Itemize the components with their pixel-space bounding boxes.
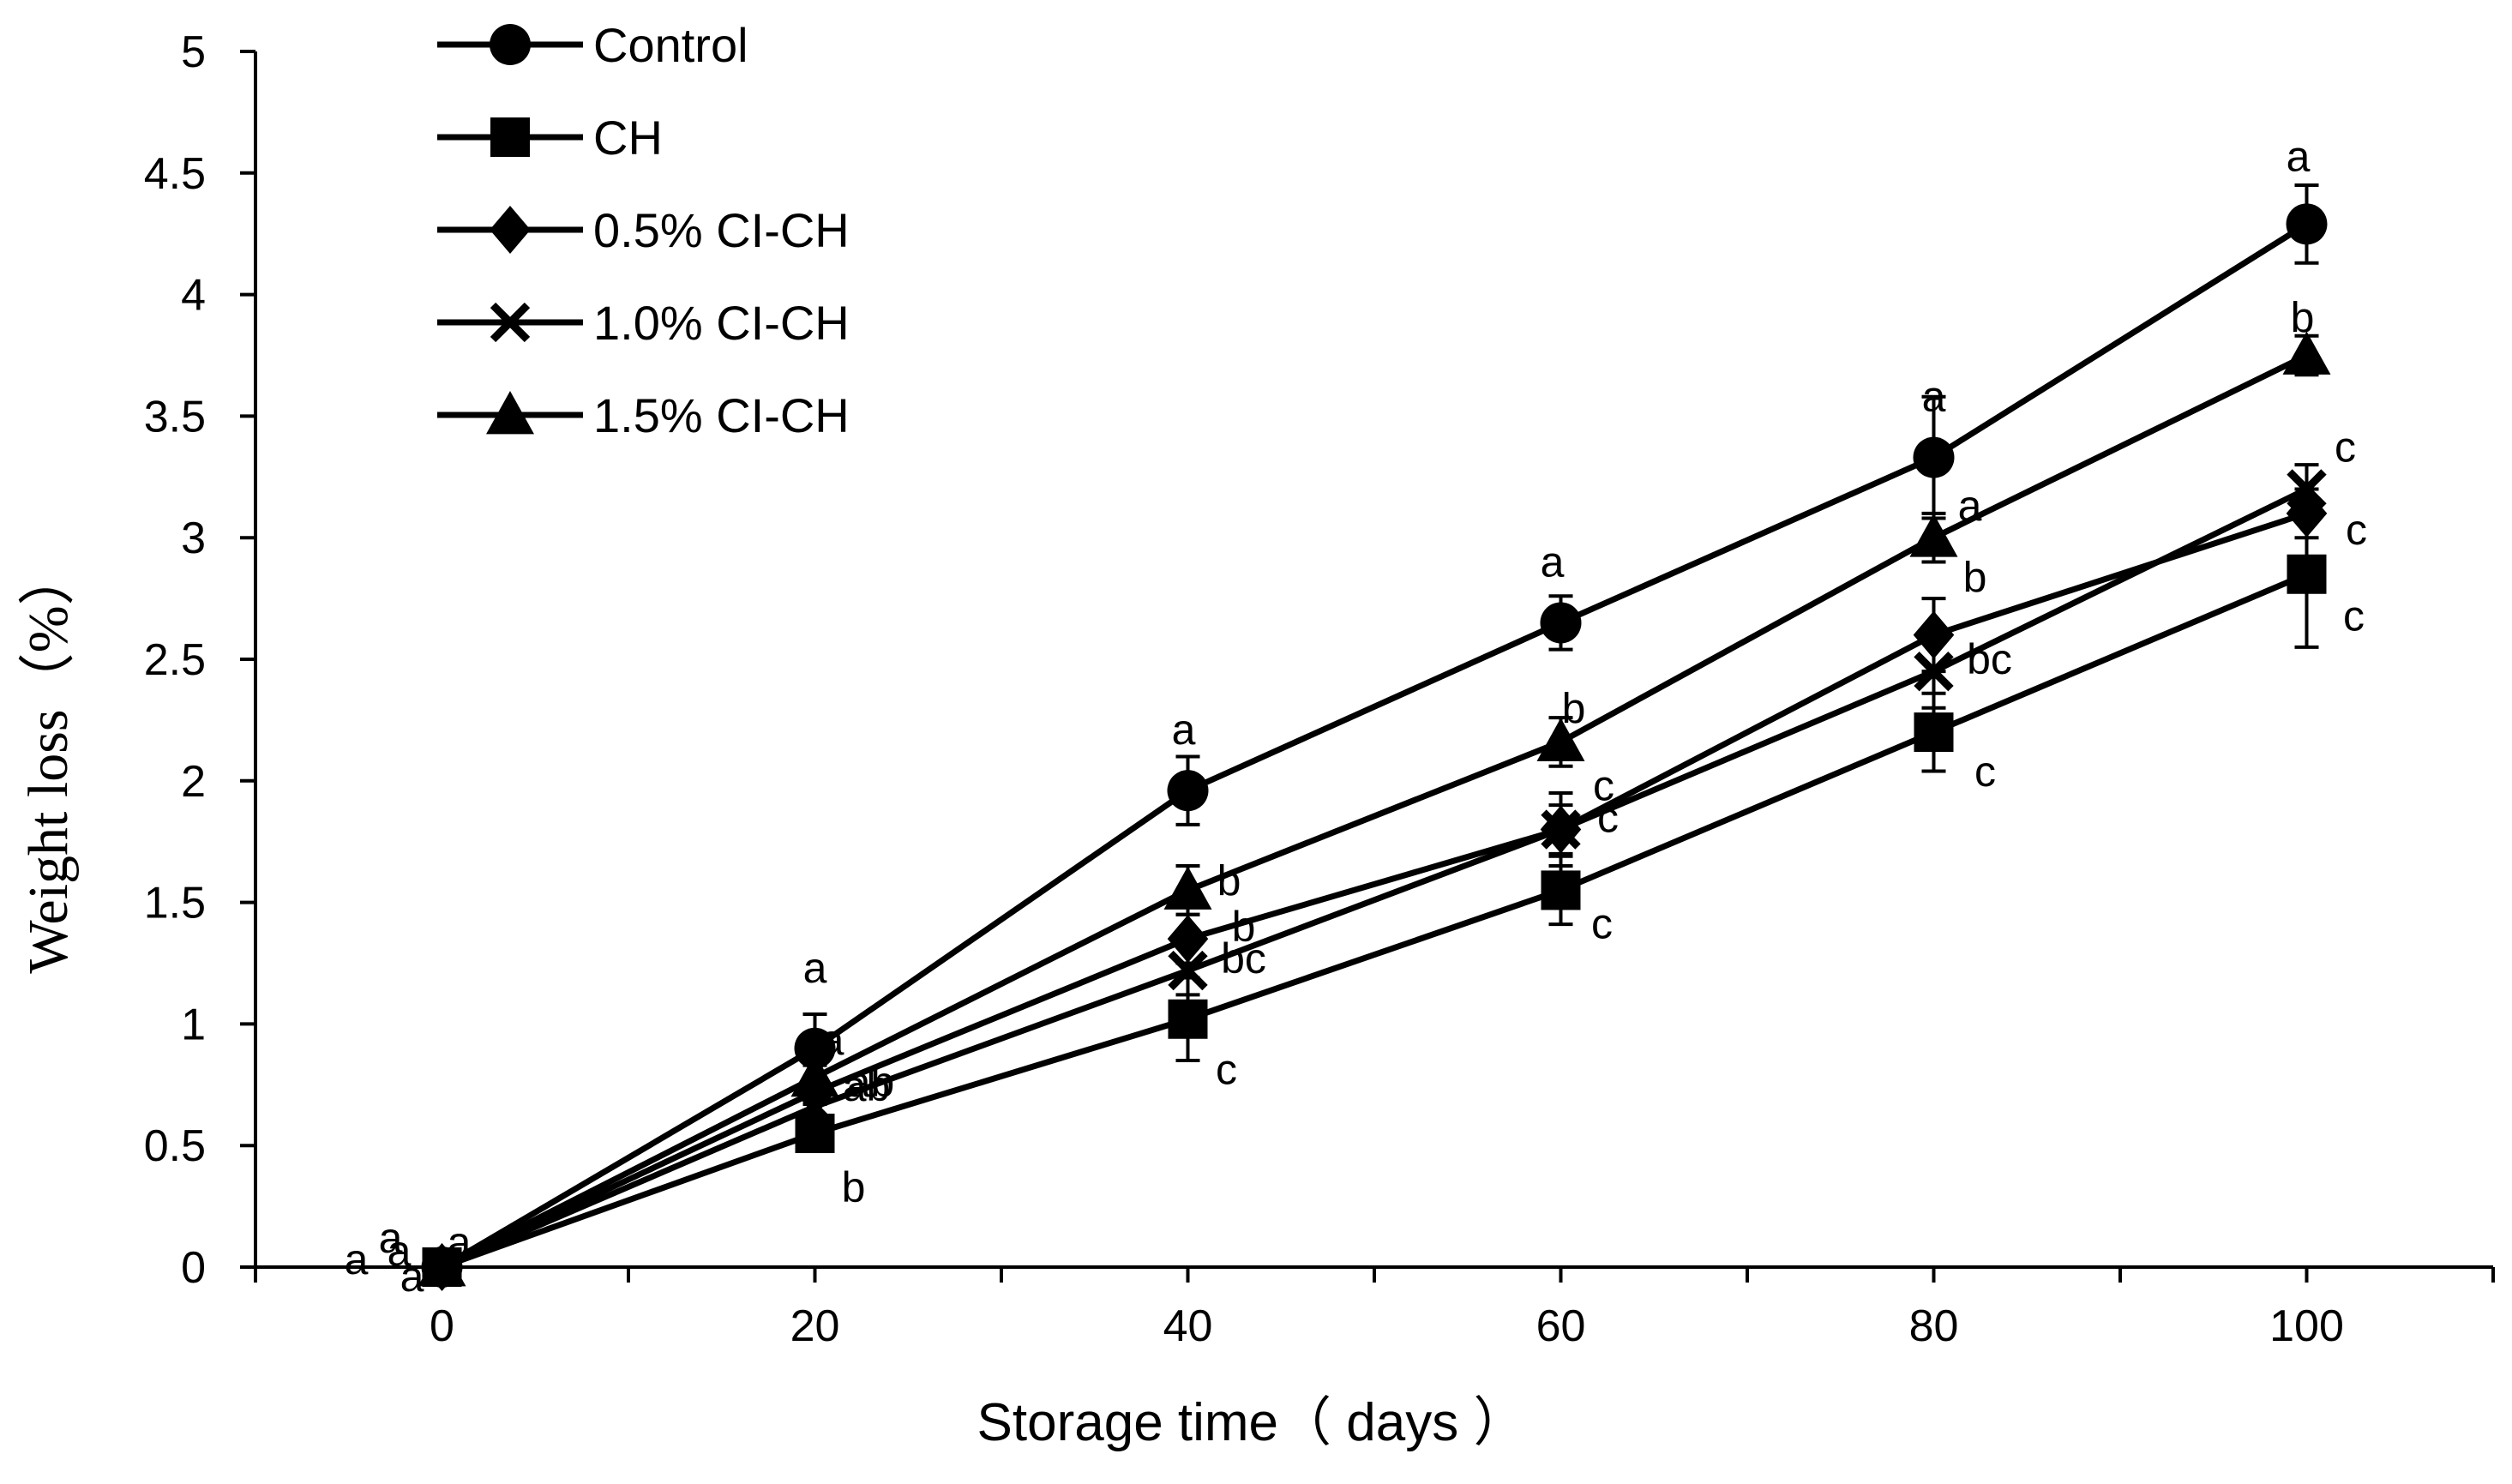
series-line-3 <box>441 486 2309 1271</box>
x-tick-label: 80 <box>1909 1301 1959 1351</box>
legend-marker-square <box>490 117 530 157</box>
data-point-triangle <box>418 1243 466 1287</box>
significance-letter: b <box>1562 684 1586 732</box>
significance-letter: b <box>1217 856 1241 904</box>
data-point-circle <box>794 1027 836 1069</box>
y-tick-label: 4 <box>181 271 206 321</box>
legend-label: CH <box>593 111 663 165</box>
data-point-circle <box>1167 770 1209 812</box>
significance-letter: a <box>388 1227 412 1275</box>
series-line-1 <box>441 571 2308 1271</box>
y-tick-label: 0.5 <box>144 1121 206 1171</box>
legend-marker-x <box>490 302 531 343</box>
data-point-x <box>2287 469 2327 509</box>
data-point-circle <box>2286 203 2328 245</box>
legend-marker-triangle <box>486 391 534 435</box>
data-point-square <box>1914 712 1954 753</box>
significance-letter: ab <box>843 1062 891 1110</box>
significance-letter: c <box>2335 423 2356 471</box>
data-point-square <box>1541 870 1581 910</box>
legend-marker-circle <box>490 24 531 65</box>
significance-letter: b <box>1963 554 1987 602</box>
significance-letter: a <box>1958 482 1982 530</box>
series-line-0 <box>440 221 2309 1271</box>
data-point-diamond <box>1913 610 1955 659</box>
significance-letter: a <box>2287 132 2311 180</box>
x-tick-label: 0 <box>430 1301 454 1351</box>
data-point-triangle <box>2282 331 2331 375</box>
significance-letter: a <box>820 1016 844 1064</box>
significance-letter: a <box>400 1253 424 1301</box>
significance-letter: c <box>1216 1046 1237 1094</box>
data-point-square <box>2287 554 2327 594</box>
data-point-x <box>1914 651 1954 692</box>
significance-letter: a <box>1172 706 1196 754</box>
significance-letter: bc <box>1221 934 1266 982</box>
x-tick-label: 60 <box>1536 1301 1586 1351</box>
data-point-triangle <box>790 1053 839 1097</box>
y-axis-title: Weight loss（%） <box>17 549 80 973</box>
legend-label: 1.5% CI-CH <box>593 388 850 442</box>
y-tick-label: 1.5 <box>144 879 206 928</box>
series-line-2 <box>441 510 2308 1271</box>
data-point-triangle <box>1163 866 1212 910</box>
significance-letter: b <box>2291 294 2315 342</box>
significance-letter: a <box>803 944 827 992</box>
significance-letter: c <box>1974 748 1996 796</box>
data-point-triangle <box>1909 514 1958 557</box>
significance-letter: b <box>842 1163 866 1211</box>
significance-letter: ab <box>847 1058 895 1106</box>
x-tick-label: 100 <box>2269 1301 2344 1351</box>
significance-letter: c <box>2346 506 2367 554</box>
y-tick-label: 4.5 <box>144 149 206 199</box>
y-tick-label: 5 <box>181 27 206 77</box>
data-point-x <box>1541 809 1581 850</box>
significance-letter: c <box>2343 592 2365 640</box>
significance-letter: c <box>1591 899 1613 947</box>
significance-letter: c <box>1597 794 1619 842</box>
y-tick-label: 2 <box>181 757 206 807</box>
significance-letter: c <box>1593 762 1614 810</box>
legend-marker-diamond <box>490 206 531 254</box>
significance-letter: b <box>1232 903 1256 951</box>
significance-letter: bc <box>1967 635 2012 683</box>
legend-label: 0.5% CI-CH <box>593 203 850 257</box>
y-tick-label: 0 <box>181 1243 206 1293</box>
y-tick-label: 3.5 <box>144 392 206 442</box>
significance-letter: a <box>1541 538 1565 586</box>
significance-letter: a <box>1922 373 1946 421</box>
data-point-circle <box>1913 436 1955 478</box>
data-point-diamond <box>1167 915 1209 964</box>
significance-letter: a <box>448 1218 472 1266</box>
x-tick-label: 20 <box>790 1301 840 1351</box>
x-axis-title: Storage time（ days ） <box>977 1393 1527 1452</box>
y-tick-label: 2.5 <box>144 635 206 685</box>
data-point-square <box>1168 999 1208 1039</box>
data-point-x <box>1168 950 1208 991</box>
x-tick-label: 40 <box>1163 1301 1213 1351</box>
data-point-triangle <box>1536 718 1585 761</box>
series-line-4 <box>440 352 2309 1271</box>
legend-label: Control <box>593 18 748 72</box>
y-tick-label: 1 <box>181 1000 206 1049</box>
significance-letter: a <box>345 1235 369 1283</box>
significance-letter: a <box>379 1214 403 1262</box>
legend-label: 1.0% CI-CH <box>593 296 850 350</box>
y-tick-label: 3 <box>181 514 206 563</box>
data-point-circle <box>1540 602 1582 644</box>
